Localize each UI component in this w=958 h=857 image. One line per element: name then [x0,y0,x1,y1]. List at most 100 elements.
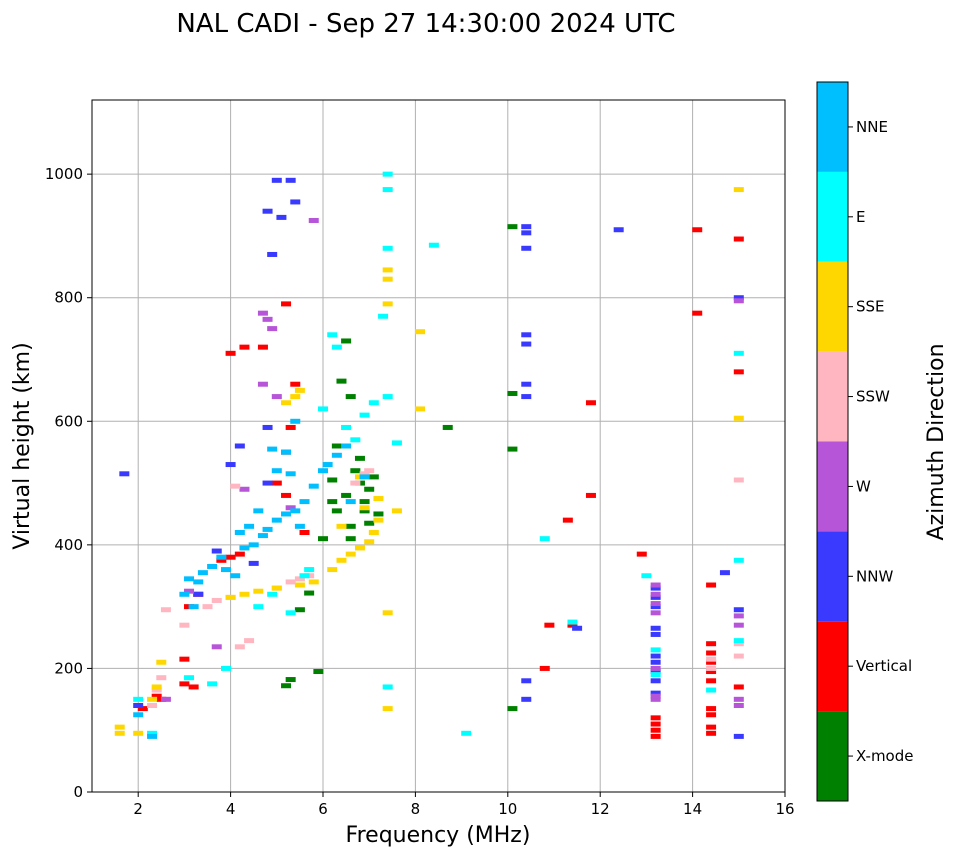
data-point [733,641,744,647]
y-tick-label: 800 [54,289,83,307]
data-point [613,227,624,233]
data-point [650,653,661,659]
plot-frame [91,99,786,793]
data-point [327,477,338,483]
data-point [137,706,148,712]
data-point [428,242,439,248]
data-point [733,638,744,644]
data-point [294,523,305,529]
data-point [733,415,744,421]
data-point [147,696,158,702]
data-point [692,227,703,233]
data-point [382,245,393,251]
data-point [733,557,744,563]
data-point [650,696,661,702]
data-point [331,452,342,458]
data-point [336,523,347,529]
data-point [271,468,282,474]
data-point [239,545,250,551]
data-point [151,687,162,693]
data-point [133,712,144,718]
data-point [572,625,583,631]
data-point [147,733,158,739]
x-axis-label: Frequency (MHz) [346,823,531,848]
data-point [733,622,744,628]
data-point [290,381,301,387]
series-nne [133,418,370,739]
data-point [341,424,352,430]
data-point [318,406,328,412]
data-point [733,653,744,659]
data-point [230,573,241,579]
data-point [133,696,144,702]
data-point [350,480,361,486]
data-point [294,607,305,613]
data-point [285,610,296,616]
data-point [285,471,296,477]
x-tick-label: 2 [133,800,143,818]
data-point [308,579,319,585]
data-point [234,644,245,650]
data-point [521,230,532,236]
colorbar-tick-label: SSW [856,388,890,406]
series-x-mode [281,224,518,712]
data-point [151,693,162,699]
data-point [327,499,338,505]
data-point [733,295,744,301]
data-point [650,585,661,591]
data-point [299,530,310,535]
data-point [521,332,532,338]
data-point [299,573,310,579]
y-tick-label: 400 [54,536,83,554]
data-point [364,468,375,474]
data-point [733,350,744,356]
data-point [285,424,296,430]
x-tick-label: 6 [318,800,328,818]
data-point [262,526,273,532]
data-point [650,659,661,665]
data-point [706,656,717,662]
data-point [133,703,144,708]
colorbar-segment [817,531,848,622]
data-point [331,344,342,350]
data-point [706,582,717,588]
data-point [345,523,356,529]
data-point [119,471,130,477]
data-point [290,394,301,400]
data-point [650,733,661,739]
data-point [706,669,717,675]
data-point [521,394,532,400]
data-point [345,394,356,400]
data-point [562,517,573,523]
data-point [220,665,231,671]
data-point [650,693,661,699]
data-point [650,678,661,684]
data-point [294,576,305,582]
data-points [114,171,744,739]
data-point [382,610,393,616]
y-tick-label: 200 [54,659,83,677]
data-point [354,455,365,461]
data-point [304,590,315,596]
data-point [692,310,703,316]
data-point [239,591,250,597]
data-point [290,199,301,205]
data-point [650,647,661,653]
data-point [271,394,282,400]
data-point [216,557,227,563]
data-point [211,548,222,554]
data-point [267,446,278,452]
x-tick-label: 4 [226,800,236,818]
data-point [373,511,384,517]
series-e [133,171,744,736]
colorbar-label: Azimuth Direction [924,343,949,540]
y-tick-label: 1000 [45,165,83,183]
data-point [318,468,328,474]
data-point [271,585,282,591]
data-point [636,551,647,557]
data-point [521,224,532,230]
data-point [567,619,578,625]
data-point [225,594,236,600]
data-point [114,730,125,736]
